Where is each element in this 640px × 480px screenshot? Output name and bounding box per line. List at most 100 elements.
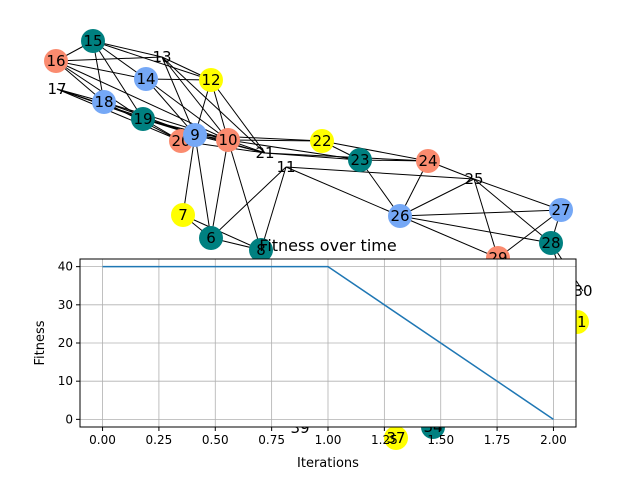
graph-node-label: 28	[541, 234, 560, 252]
graph-node-10: 10	[216, 128, 240, 152]
graph-edge-9-22	[194, 134, 323, 142]
graph-node-17: 17	[47, 80, 66, 98]
graph-node-label: 19	[133, 110, 152, 128]
x-tick-label: 1.00	[315, 433, 342, 447]
graph-node-13: 13	[152, 48, 171, 66]
graph-node-circle	[134, 67, 158, 91]
graph-edge-10-22	[227, 139, 323, 142]
graph-edge-9-6	[194, 134, 212, 239]
x-axis-label: Iterations	[297, 456, 359, 471]
graph-node-22: 22	[310, 129, 334, 153]
graph-node-circle	[199, 226, 223, 250]
graph-node-label: 22	[312, 132, 331, 150]
graph-edge-12-21	[210, 79, 266, 154]
graph-edge-10-6	[210, 139, 229, 239]
graph-node-label: 16	[46, 52, 65, 70]
graph-edge-11-26	[285, 166, 401, 217]
graph-node-label: 23	[350, 151, 369, 169]
x-tick-label: 0.75	[258, 433, 285, 447]
graph-node-11: 11	[276, 158, 295, 176]
graph-node-label: 13	[152, 48, 171, 66]
graph-node-circle	[81, 29, 105, 53]
graph-edge-26-29	[399, 215, 499, 259]
graph-edge-11-8	[260, 166, 287, 251]
graph-edge-26-28	[399, 215, 552, 244]
graph-node-16: 16	[44, 49, 68, 73]
graph-edge-17-20	[56, 88, 182, 142]
graph-node-label: 18	[94, 93, 113, 111]
graph-node-18: 18	[92, 90, 116, 114]
graph-node-circle	[549, 198, 573, 222]
x-tick-label: 1.50	[427, 433, 454, 447]
graph-edge-7-9	[182, 134, 196, 216]
series-group	[102, 265, 554, 420]
graph-node-8: 8	[249, 238, 273, 262]
graph-node-circle	[216, 128, 240, 152]
graph-node-37: 37	[384, 426, 408, 450]
y-axis-label: Fitness	[33, 320, 48, 365]
graph-edge-15-12	[92, 40, 212, 81]
graph-node-21: 21	[255, 144, 274, 162]
graph-node-15: 15	[81, 29, 105, 53]
graph-node-24: 24	[416, 149, 440, 173]
graph-node-label: 15	[83, 32, 102, 50]
graph-node-circle	[348, 148, 372, 172]
graph-edge-21-24	[264, 152, 429, 162]
graph-edge-22-24	[321, 140, 429, 162]
graph-node-circle	[249, 238, 273, 262]
graph-edge-27-29	[497, 209, 562, 259]
graph-edge-14-10	[145, 78, 229, 141]
fitness-chart: 0.00 0.25 0.50 0.75 1.00 1.25 1.50 1.75 2.00 0 10…	[33, 236, 577, 471]
graph-node-label: 14	[136, 70, 155, 88]
graph-node-circle	[92, 90, 116, 114]
graph-node-12: 12	[199, 68, 223, 92]
x-tick-label: 0.50	[202, 433, 229, 447]
graph-node-circle	[171, 203, 195, 227]
graph-edge-25-28	[473, 178, 552, 244]
graph-edge-25-27	[473, 178, 562, 211]
graph-edge-11-25	[285, 166, 475, 180]
graph-node-label: 6	[206, 229, 216, 247]
x-tick-label: 1.75	[484, 433, 511, 447]
graph-edge-16-13	[55, 56, 163, 62]
graph-node-label: 10	[218, 131, 237, 149]
graph-node-19: 19	[131, 107, 155, 131]
y-tick-label: 40	[58, 260, 73, 274]
graph-node-23: 23	[348, 148, 372, 172]
y-tick-label: 20	[58, 336, 73, 350]
graph-edge-13-9	[161, 56, 196, 136]
graph-node-6: 6	[199, 226, 223, 250]
graph-edge-25-29	[473, 178, 499, 259]
graph-node-30: 30	[573, 282, 592, 300]
series-line-0	[102, 265, 554, 420]
graph-edge-14-9	[145, 78, 196, 136]
x-tick-label: 1.25	[371, 433, 398, 447]
graph-node-label: 27	[551, 201, 570, 219]
graph-node-label: 26	[390, 207, 409, 225]
graph-node-circle	[416, 149, 440, 173]
graph-node-label: 30	[573, 282, 592, 300]
graph-node-circle	[44, 49, 68, 73]
graph-node-circle	[384, 426, 408, 450]
graph-node-label: 7	[178, 206, 188, 224]
graph-edge-15-19	[92, 40, 144, 120]
graph-node-circle	[199, 68, 223, 92]
graph-node-circle	[310, 129, 334, 153]
graph-node-label: 24	[418, 152, 437, 170]
graph-edge-10-8	[227, 139, 262, 251]
graph-edge-11-6	[210, 166, 287, 239]
y-axis-ticks: 0 10 20 30 40	[58, 260, 80, 426]
graph-edge-25-26	[399, 178, 475, 217]
graph-edge-26-27	[399, 209, 562, 217]
x-tick-label: 0.25	[146, 433, 173, 447]
graph-node-26: 26	[388, 204, 412, 228]
graph-node-label: 21	[255, 144, 274, 162]
graph-edge-16-14	[55, 60, 147, 80]
y-tick-label: 10	[58, 374, 73, 388]
graph-node-circle	[539, 231, 563, 255]
graph-node-label: 9	[190, 126, 200, 144]
graph-edge-7-8	[182, 214, 262, 251]
x-tick-label: 0.00	[89, 433, 116, 447]
graph-node-label: 8	[256, 241, 266, 259]
y-tick-label: 30	[58, 298, 73, 312]
